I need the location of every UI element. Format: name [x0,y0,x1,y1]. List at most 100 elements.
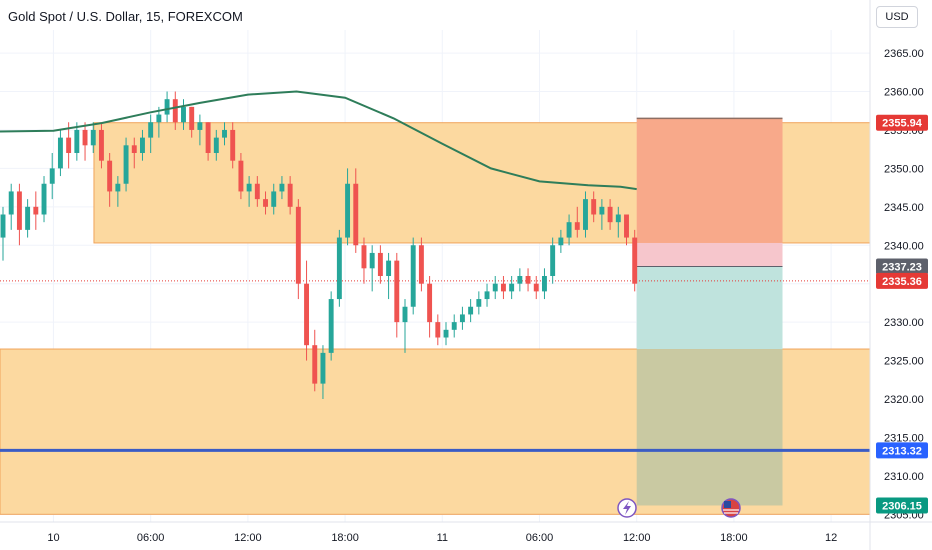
candle-body [57,137,63,169]
candle-body [271,191,277,207]
candle-body [533,283,539,292]
us-flag-canton-icon [724,501,731,508]
currency-button[interactable]: USD [876,6,918,28]
y-tick-label: 2325.00 [884,356,924,368]
candle-body [320,352,326,384]
entry-gap-zone [636,242,783,267]
price-tag-label: 2335.36 [882,276,922,288]
candle-body [525,276,531,284]
candle-body [279,183,285,192]
candle-body [361,245,367,269]
candle-body [418,245,424,284]
candle-body [107,160,113,192]
candle-body [624,214,629,238]
candle-body [632,237,638,284]
candle-body [583,199,588,230]
price-tag-label: 2313.32 [882,445,922,457]
x-tick-label: 11 [437,532,448,544]
x-tick-label: 18:00 [720,532,748,544]
x-tick-label: 12:00 [234,532,262,544]
candle-body [246,183,252,192]
candle-body [222,129,227,138]
x-tick-label: 12 [825,532,837,544]
candle-body [131,145,137,153]
candle-layer [0,91,638,399]
candle-body [197,122,203,130]
candle-body [394,260,400,323]
candle-body [164,99,170,115]
y-tick-label: 2350.00 [884,163,924,175]
candle-body [98,129,104,161]
candle-body [427,283,433,323]
candle-body [16,191,22,230]
candle-body [213,137,219,153]
price-tag [876,114,928,131]
candle-body [230,129,236,161]
candle-body [312,345,318,384]
candle-body [41,183,47,215]
candle-body [345,183,351,238]
candle-body [33,206,39,215]
candle-body [509,283,515,292]
candle-body [205,122,211,153]
lightning-bolt-icon [623,501,631,515]
candle-body [566,222,572,238]
candle-body [66,137,72,153]
take-profit-overlap-zone [636,349,783,506]
candle-body [599,206,605,215]
stop-loss-zone [636,118,783,243]
candle-body [123,145,129,184]
candle-body [295,206,301,284]
candle-body [468,306,474,315]
moving-average-line [0,90,637,191]
candle-body [90,129,96,146]
line-layer [0,280,870,452]
candle-body [304,283,310,346]
y-tick-label: 2315.00 [884,432,924,444]
candle-body [328,299,334,353]
y-tick-label: 2310.00 [884,471,924,483]
candle-body [410,245,416,307]
candle-body [435,322,441,338]
y-tick-label: 2345.00 [884,202,924,214]
candle-body [189,106,195,130]
candle-body [484,291,490,300]
candle-body [0,214,6,238]
candle-body [263,199,268,207]
candle-body [369,252,375,269]
price-tag [876,442,928,459]
chart-title: Gold Spot / U.S. Dollar, 15, FOREXCOM [8,9,243,24]
candle-body [74,129,80,153]
candle-body [287,183,293,207]
candle-body [172,99,178,123]
candle-body [336,237,342,300]
candle-body [615,214,621,223]
candle-body [156,114,162,123]
x-tick-label: 06:00 [137,532,165,544]
candle-body [558,237,564,246]
candle-body [377,252,383,276]
price-tag-label: 2337.23 [882,262,922,274]
candle-body [82,129,88,146]
y-tick-label: 2360.00 [884,87,924,99]
position-tool[interactable] [636,117,783,506]
candle-body [402,306,408,323]
candle-body [8,191,14,215]
candle-body [607,206,613,223]
candle-body [443,329,449,338]
candle-body [492,283,498,292]
y-tick-label: 2330.00 [884,317,924,329]
candle-body [476,299,482,307]
y-tick-label: 2340.00 [884,240,924,252]
x-tick-label: 06:00 [526,532,554,544]
candle-body [49,168,55,184]
price-tag-label: 2355.94 [882,118,923,130]
event-layer[interactable] [617,498,741,518]
candle-body [591,199,597,215]
y-tick-label: 2365.00 [884,48,924,60]
candle-body [353,183,359,246]
candle-body [181,106,186,123]
price-tag [876,272,928,289]
